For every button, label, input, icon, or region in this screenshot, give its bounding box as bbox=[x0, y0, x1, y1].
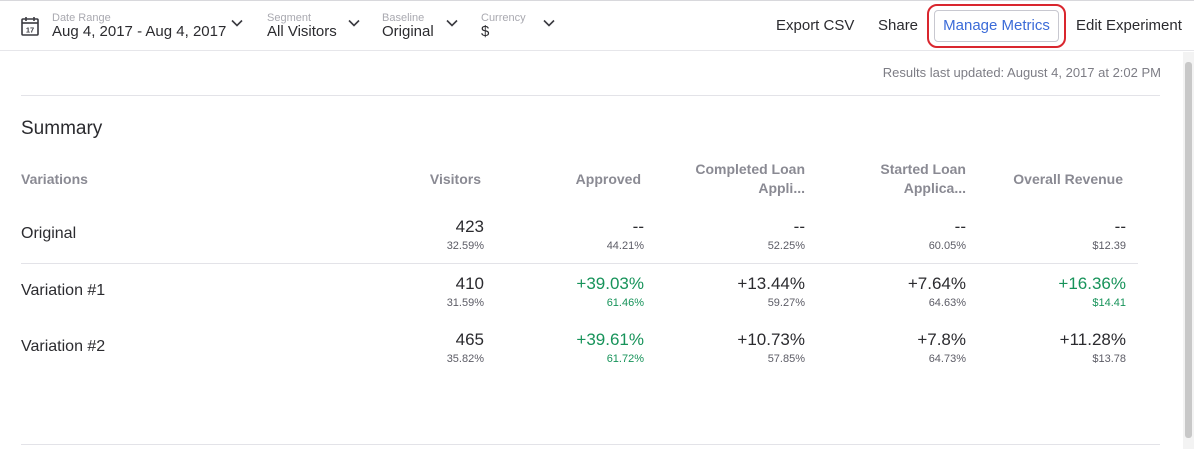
column-header-started-line2: Applica... bbox=[903, 180, 966, 196]
visitors-count: 410 bbox=[455, 274, 484, 293]
toolbar: 17 Date Range Aug 4, 2017 - Aug 4, 2017 … bbox=[0, 0, 1194, 51]
row-divider bbox=[21, 263, 1138, 264]
approved-cell: +39.03% 61.46% bbox=[504, 274, 644, 310]
completed-rate: 52.25% bbox=[767, 240, 805, 252]
started-improvement: -- bbox=[954, 217, 966, 236]
edit-experiment-button[interactable]: Edit Experiment bbox=[1076, 17, 1182, 34]
segment-value: All Visitors bbox=[267, 23, 337, 40]
calendar-icon: 17 bbox=[21, 17, 39, 36]
revenue-value: $13.78 bbox=[1092, 353, 1126, 365]
row-name-original[interactable]: Original bbox=[21, 225, 77, 242]
approved-improvement: +39.61% bbox=[576, 330, 644, 349]
revenue-cell: -- $12.39 bbox=[986, 217, 1126, 253]
svg-text:17: 17 bbox=[26, 26, 34, 35]
started-cell: +7.8% 64.73% bbox=[826, 330, 966, 366]
scrollbar-thumb[interactable] bbox=[1185, 62, 1192, 438]
completed-improvement: +10.73% bbox=[737, 330, 805, 349]
revenue-improvement: +16.36% bbox=[1058, 274, 1126, 293]
completed-rate: 57.85% bbox=[767, 353, 805, 365]
approved-cell: -- 44.21% bbox=[504, 217, 644, 253]
divider bbox=[21, 95, 1160, 96]
column-header-started-loan[interactable]: Started Loan Applica... bbox=[816, 160, 966, 198]
row-name-variation-2[interactable]: Variation #2 bbox=[21, 338, 106, 355]
visitors-share: 35.82% bbox=[446, 353, 484, 365]
visitors-cell: 423 32.59% bbox=[344, 217, 484, 253]
export-csv-button[interactable]: Export CSV bbox=[776, 17, 855, 34]
visitors-share: 31.59% bbox=[446, 297, 484, 309]
date-range-label: Date Range bbox=[52, 12, 111, 24]
approved-improvement: +39.03% bbox=[576, 274, 644, 293]
baseline-label: Baseline bbox=[382, 12, 425, 24]
visitors-count: 465 bbox=[455, 330, 484, 349]
manage-metrics-highlight: Manage Metrics bbox=[927, 4, 1066, 48]
visitors-count: 423 bbox=[455, 217, 484, 236]
approved-rate: 44.21% bbox=[606, 240, 644, 252]
visitors-cell: 465 35.82% bbox=[344, 330, 484, 366]
revenue-cell: +16.36% $14.41 bbox=[986, 274, 1126, 310]
summary-title: Summary bbox=[21, 118, 103, 139]
started-rate: 60.05% bbox=[928, 240, 966, 252]
approved-rate: 61.46% bbox=[606, 297, 644, 309]
baseline-filter[interactable]: Baseline Original bbox=[382, 11, 462, 43]
share-button[interactable]: Share bbox=[878, 17, 919, 34]
completed-cell: +13.44% 59.27% bbox=[665, 274, 805, 310]
started-rate: 64.73% bbox=[928, 353, 966, 365]
baseline-value: Original bbox=[382, 23, 434, 40]
vertical-scrollbar[interactable] bbox=[1183, 52, 1194, 449]
started-improvement: +7.8% bbox=[917, 330, 966, 349]
results-last-updated: Results last updated: August 4, 2017 at … bbox=[882, 65, 1161, 80]
currency-label: Currency bbox=[481, 12, 526, 24]
approved-rate: 61.72% bbox=[606, 353, 644, 365]
date-range-filter[interactable]: Date Range Aug 4, 2017 - Aug 4, 2017 bbox=[52, 11, 247, 43]
column-header-approved[interactable]: Approved bbox=[575, 171, 641, 187]
visitors-cell: 410 31.59% bbox=[344, 274, 484, 310]
started-cell: +7.64% 64.63% bbox=[826, 274, 966, 310]
currency-value: $ bbox=[481, 23, 490, 40]
manage-metrics-button[interactable]: Manage Metrics bbox=[934, 10, 1059, 42]
completed-improvement: +13.44% bbox=[737, 274, 805, 293]
completed-improvement: -- bbox=[793, 217, 805, 236]
revenue-value: $12.39 bbox=[1092, 240, 1126, 252]
chevron-down-icon bbox=[543, 19, 555, 27]
visitors-share: 32.59% bbox=[446, 240, 484, 252]
completed-cell: -- 52.25% bbox=[665, 217, 805, 253]
revenue-cell: +11.28% $13.78 bbox=[986, 330, 1126, 366]
column-header-visitors[interactable]: Visitors bbox=[429, 171, 481, 187]
chevron-down-icon bbox=[348, 19, 360, 27]
completed-cell: +10.73% 57.85% bbox=[665, 330, 805, 366]
completed-rate: 59.27% bbox=[767, 297, 805, 309]
date-range-value: Aug 4, 2017 - Aug 4, 2017 bbox=[52, 23, 227, 40]
column-header-completed-loan[interactable]: Completed Loan Appli... bbox=[655, 160, 805, 198]
row-name-variation-1[interactable]: Variation #1 bbox=[21, 282, 106, 299]
revenue-improvement: +11.28% bbox=[1059, 330, 1126, 349]
column-header-variations: Variations bbox=[21, 171, 88, 187]
chevron-down-icon bbox=[446, 19, 458, 27]
revenue-value: $14.41 bbox=[1092, 297, 1126, 309]
approved-cell: +39.61% 61.72% bbox=[504, 330, 644, 366]
segment-label: Segment bbox=[267, 12, 312, 24]
started-cell: -- 60.05% bbox=[826, 217, 966, 253]
currency-filter[interactable]: Currency $ bbox=[481, 11, 559, 43]
chevron-down-icon bbox=[231, 19, 243, 27]
column-header-completed-line2: Appli... bbox=[758, 180, 805, 196]
column-header-completed-line1: Completed Loan bbox=[695, 161, 805, 177]
started-improvement: +7.64% bbox=[907, 274, 966, 293]
revenue-improvement: -- bbox=[1114, 217, 1126, 236]
column-header-overall-revenue[interactable]: Overall Revenue bbox=[1013, 171, 1123, 187]
started-rate: 64.63% bbox=[928, 297, 966, 309]
divider bbox=[21, 444, 1160, 445]
segment-filter[interactable]: Segment All Visitors bbox=[267, 11, 365, 43]
column-header-started-line1: Started Loan bbox=[880, 161, 966, 177]
approved-improvement: -- bbox=[632, 217, 644, 236]
